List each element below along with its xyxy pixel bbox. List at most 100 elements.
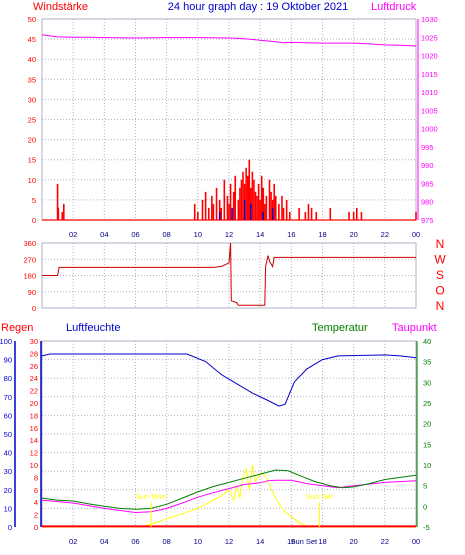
x-tick-label: 16 [287, 230, 295, 239]
pressure-tick-label: 1000 [421, 125, 438, 134]
wind-tick-label: 0 [32, 216, 36, 225]
grid-humidity [42, 340, 417, 528]
humidity-tick-label: 10 [4, 504, 12, 513]
rain-tick-label: 16 [30, 424, 38, 433]
temperature-label: Temperatur [312, 322, 368, 334]
x-tick-label: 12 [225, 230, 233, 239]
temperature-tick-label: 35 [423, 358, 431, 367]
chart-title: 24 hour graph day : 19 Oktober 2021 [168, 1, 348, 13]
x-tick-label: 02 [69, 537, 77, 546]
humidity-tick-label: 70 [4, 393, 12, 402]
wind-tick-label: 5 [32, 196, 36, 205]
wind-tick-label: 50 [28, 15, 36, 24]
dewpoint-line [41, 479, 417, 514]
wind-axis: 0 5 10 15 20 25 30 35 40 45 50 [28, 15, 36, 225]
x-tick-label: 18 [318, 230, 326, 239]
humidity-tick-label: 90 [4, 356, 12, 365]
pressure-line [41, 34, 417, 47]
x-tick-label: 14 [256, 537, 264, 546]
x-tick-label: 04 [100, 230, 108, 239]
pressure-tick-label: 1030 [421, 15, 438, 24]
temperature-axis: -5 0 5 10 15 20 25 30 35 40 [423, 337, 431, 532]
sun-annotation: Sun Rise [136, 492, 166, 501]
pressure-tick-label: 1020 [421, 52, 438, 61]
x-tick-label: 08 [162, 230, 170, 239]
x-axis-panel3: 02 04 06 08 10 12 14 16 18 20 22 00 [69, 537, 420, 546]
rain-tick-label: 10 [30, 461, 38, 470]
solar-line [42, 464, 416, 528]
x-tick-label: 20 [349, 230, 357, 239]
x-tick-label: 14 [256, 230, 264, 239]
x-tick-label: 10 [194, 537, 202, 546]
rain-tick-label: 0 [34, 523, 38, 532]
rain-tick-label: 18 [30, 411, 38, 420]
temperature-tick-label: 10 [423, 461, 431, 470]
compass-label: N [436, 237, 445, 251]
humidity-axis: 0 10 20 30 40 50 60 70 80 90 100 [0, 337, 12, 532]
x-tick-label: 18 [318, 537, 326, 546]
temperature-tick-label: 0 [423, 502, 427, 511]
sun-annotation: Sun Set [290, 537, 318, 546]
x-tick-label: 00 [412, 537, 420, 546]
humidity-tick-label: 20 [4, 486, 12, 495]
x-tick-label: 04 [100, 537, 108, 546]
wind-tick-label: 20 [28, 136, 36, 145]
x-tick-label: 08 [162, 537, 170, 546]
pressure-tick-label: 980 [421, 198, 434, 207]
x-tick-label: 16 [287, 537, 295, 546]
direction-line [42, 242, 416, 306]
direction-tick-label: 270 [23, 255, 36, 264]
temperature-tick-label: 25 [423, 399, 431, 408]
x-tick-label: 22 [381, 537, 389, 546]
rain-tick-label: 24 [30, 374, 38, 383]
pressure-tick-label: 1005 [421, 106, 438, 115]
humidity-tick-label: 0 [8, 523, 12, 532]
humidity-tick-label: 80 [4, 374, 12, 383]
wind-tick-label: 30 [28, 95, 36, 104]
pressure-tick-label: 1010 [421, 88, 438, 97]
pressure-tick-label: 985 [421, 179, 434, 188]
temperature-tick-label: 40 [423, 337, 431, 346]
rain-tick-label: 28 [30, 349, 38, 358]
x-axis-panel1: 02 04 06 08 10 12 14 16 18 20 22 00 [69, 230, 420, 239]
compass-label: W [434, 253, 446, 267]
x-tick-label: 20 [349, 537, 357, 546]
rain-tick-label: 4 [34, 498, 38, 507]
humidity-tick-label: 30 [4, 467, 12, 476]
direction-tick-label: 0 [32, 304, 36, 313]
rain-tick-label: 20 [30, 399, 38, 408]
left-axis-title: Windstärke [33, 1, 88, 13]
wind-tick-label: 25 [28, 116, 36, 125]
wind-tick-label: 35 [28, 75, 36, 84]
wind-bars [42, 159, 417, 221]
humidity-line [41, 353, 417, 407]
rain-tick-label: 26 [30, 362, 38, 371]
humidity-tick-label: 60 [4, 411, 12, 420]
humidity-label: Luftfeuchte [66, 322, 120, 334]
x-tick-label: 00 [412, 230, 420, 239]
rain-tick-label: 14 [30, 436, 38, 445]
humidity-tick-label: 100 [0, 337, 12, 346]
wind-tick-label: 10 [28, 176, 36, 185]
x-tick-label: 02 [69, 230, 77, 239]
gust-bars [218, 199, 274, 220]
pressure-tick-label: 995 [421, 143, 434, 152]
right-axis-title: Luftdruck [371, 1, 417, 13]
rain-tick-label: 12 [30, 449, 38, 458]
x-tick-label: 06 [131, 230, 139, 239]
direction-tick-label: 90 [28, 288, 36, 297]
temperature-tick-label: 5 [423, 482, 427, 491]
compass-label: S [436, 268, 444, 282]
temperature-tick-label: 30 [423, 378, 431, 387]
wind-tick-label: 45 [28, 35, 36, 44]
sun-annotations: Sun Rise Sun Set Sun Set [136, 492, 334, 546]
pressure-tick-label: 1025 [421, 33, 438, 42]
compass-label: O [435, 284, 444, 298]
temperature-tick-label: 20 [423, 420, 431, 429]
direction-tick-label: 180 [23, 272, 36, 281]
